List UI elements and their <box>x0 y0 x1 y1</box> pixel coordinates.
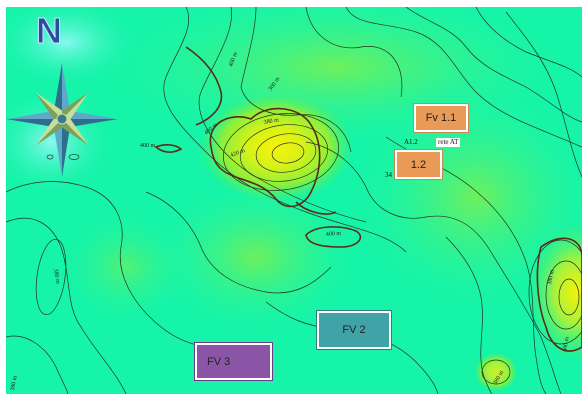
main-contour-small <box>154 144 183 153</box>
contour-line <box>505 11 582 178</box>
contour-ring <box>558 278 580 316</box>
map-mark <box>46 154 54 160</box>
contour-line <box>445 236 493 394</box>
number-34-label: 34 <box>385 171 392 179</box>
fv-3-label: FV 3 <box>207 355 231 368</box>
map-mark <box>68 154 80 160</box>
contour-line <box>385 136 547 394</box>
contour-line <box>475 7 582 78</box>
main-contour-oval <box>305 226 362 248</box>
contour-ring <box>528 239 582 345</box>
fv-1-1-label: Fv 1.1 <box>425 112 457 124</box>
contour-ring <box>35 238 67 316</box>
contour-line <box>345 7 582 148</box>
contour-line <box>198 7 367 223</box>
contour-label: 420 m <box>230 148 247 159</box>
contour-ring <box>271 142 305 164</box>
contour-line <box>6 217 127 394</box>
green-area-center <box>146 177 366 337</box>
fv-3-box: FV 3 <box>195 343 272 380</box>
compass-north-label: N <box>36 10 62 51</box>
main-contour-peak <box>209 107 321 208</box>
main-contour-line <box>185 46 223 126</box>
fv-1-2-box: 1.2 <box>395 150 442 179</box>
green-ridge-east <box>346 77 582 317</box>
contour-lines <box>6 7 582 394</box>
peak-contours <box>35 113 582 385</box>
contour-label: 400 m <box>562 336 571 352</box>
fv-2-box: FV 2 <box>317 311 391 349</box>
contour-line <box>6 181 252 350</box>
main-contour-line <box>295 201 337 215</box>
contour-label: 380 m <box>52 268 61 284</box>
fv-2-label: FV 2 <box>342 324 366 336</box>
fv-1-1-box: Fv 1.1 <box>414 104 468 132</box>
contour-label: 400 m <box>326 231 342 238</box>
main-contours <box>154 46 582 352</box>
contour-line <box>240 7 352 153</box>
contour-line <box>305 141 562 394</box>
contour-label: 400 m <box>228 51 239 68</box>
contour-label: 380 m <box>10 375 19 391</box>
main-contour-east <box>536 237 582 352</box>
rete-at-label: rete AT <box>436 138 461 147</box>
contour-label: 400 m <box>140 143 156 149</box>
contour-line <box>145 191 332 294</box>
contour-line <box>6 335 69 394</box>
contour-line <box>163 7 407 253</box>
yellow-spot-south <box>474 352 518 392</box>
contour-ring <box>481 359 511 385</box>
fv-1-2-label: 1.2 <box>410 158 427 171</box>
contour-ring <box>222 113 340 191</box>
contour-map: 400 m 360 m 400 m 380 m 400 m 420 m 400 … <box>6 7 582 394</box>
a12-label: A1.2 <box>404 138 418 146</box>
yellow-peak-east <box>528 222 582 362</box>
contour-line <box>305 7 403 98</box>
contour-ring <box>255 133 317 173</box>
green-area-west <box>56 207 196 327</box>
terrain-layer: 400 m 360 m 400 m 380 m 400 m 420 m 400 … <box>6 7 582 394</box>
contour-line <box>405 7 582 123</box>
contour-label: 380 m <box>263 117 279 126</box>
contour-label: 380 m <box>547 269 556 285</box>
contour-ring <box>239 124 329 182</box>
contour-ring <box>545 260 582 330</box>
compass-rose-icon: N <box>6 10 118 177</box>
